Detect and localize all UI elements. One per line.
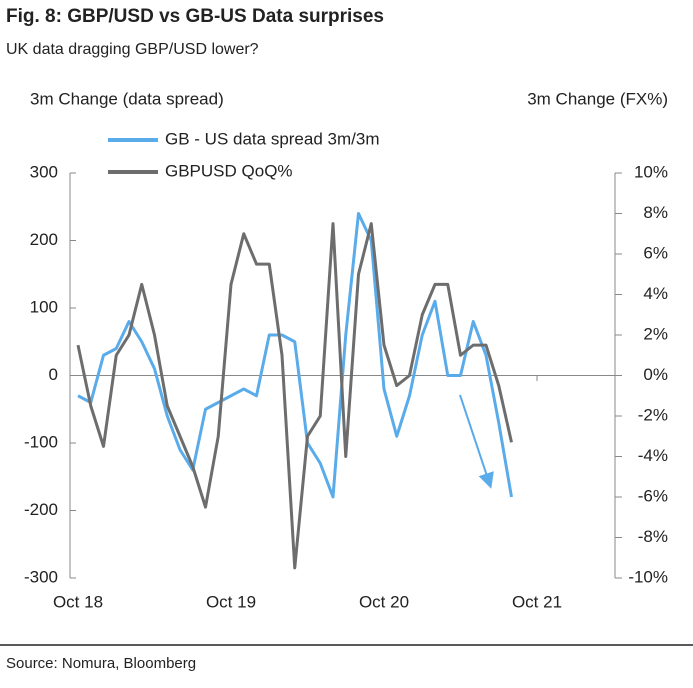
trend-arrow [459, 394, 494, 489]
y-tick-label: -100 [24, 432, 58, 451]
x-tick-label: Oct 19 [206, 592, 256, 611]
x-tick-label: Oct 20 [359, 592, 409, 611]
y-tick-label: 100 [30, 297, 58, 316]
y2-tick-label: 10% [634, 162, 668, 181]
legend-label: GBPUSD QoQ% [165, 161, 293, 180]
source-note: Source: Nomura, Bloomberg [6, 655, 196, 672]
y-tick-label: -200 [24, 500, 58, 519]
y-axis-label: 3m Change (data spread) [30, 89, 224, 108]
y2-tick-label: -6% [638, 486, 668, 505]
y2-tick-label: -4% [638, 446, 668, 465]
y-tick-label: 300 [30, 162, 58, 181]
y2-tick-label: -8% [638, 527, 668, 546]
y-tick-label: 0 [49, 365, 58, 384]
y2-tick-label: 8% [643, 203, 668, 222]
legend-label: GB - US data spread 3m/3m [165, 129, 379, 148]
y2-tick-label: -10% [628, 567, 668, 586]
y2-tick-label: 6% [643, 243, 668, 262]
y2-tick-label: 0% [643, 365, 668, 384]
y2-tick-label: -2% [638, 405, 668, 424]
y2-tick-label: 4% [643, 284, 668, 303]
y-tick-label: -300 [24, 567, 58, 586]
series-line [76, 222, 513, 570]
y-tick-label: 200 [30, 230, 58, 249]
chart-subtitle: UK data dragging GBP/USD lower? [6, 41, 259, 58]
y2-axis-label: 3m Change (FX%) [527, 89, 668, 108]
y2-tick-label: 2% [643, 324, 668, 343]
series-line [77, 212, 513, 499]
x-tick-label: Oct 18 [53, 592, 103, 611]
x-tick-label: Oct 21 [512, 592, 562, 611]
chart-title: Fig. 8: GBP/USD vs GB-US Data surprises [6, 6, 384, 27]
